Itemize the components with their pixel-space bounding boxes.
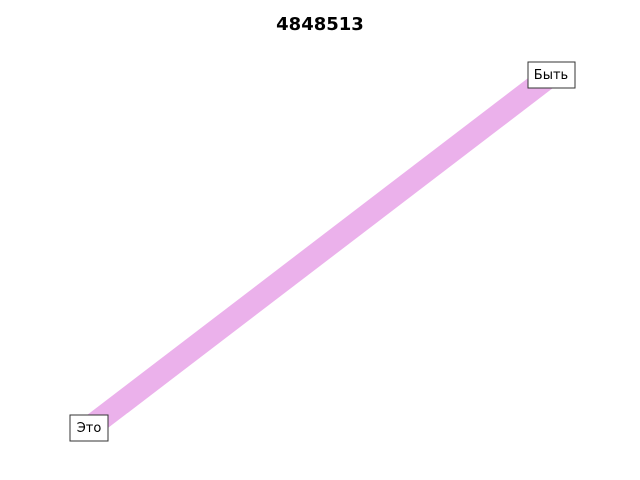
edge-eto-byt — [82, 65, 558, 438]
node-eto[interactable]: Это — [69, 414, 109, 442]
node-byt[interactable]: Быть — [527, 61, 576, 89]
nodes-layer: Это Быть — [69, 61, 576, 442]
node-eto-label: Это — [77, 421, 102, 436]
node-byt-label: Быть — [534, 68, 568, 83]
node-eto-box — [69, 414, 109, 442]
edges-layer — [82, 65, 558, 438]
node-byt-box — [527, 61, 576, 89]
diagram-title: 4848513 — [276, 14, 364, 35]
